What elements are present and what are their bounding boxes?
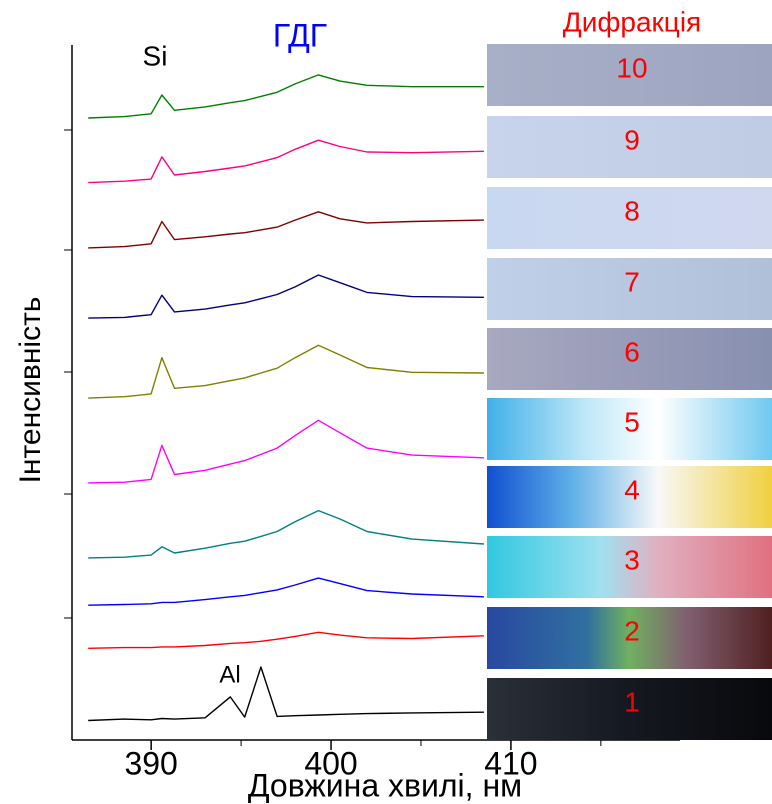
x-axis-label: Довжина хвилі, нм bbox=[248, 767, 522, 803]
spectrum-line bbox=[88, 631, 484, 649]
panel-label: 9 bbox=[624, 124, 640, 155]
panel-title: Дифракція bbox=[563, 6, 701, 37]
panel-label: 8 bbox=[624, 195, 640, 226]
panel-label: 4 bbox=[624, 474, 640, 505]
diffraction-image bbox=[487, 44, 772, 106]
diffraction-image bbox=[487, 536, 772, 598]
spectrum-line bbox=[88, 509, 484, 559]
panel-label: 3 bbox=[624, 544, 640, 575]
x-tick-label: 390 bbox=[124, 745, 177, 781]
spectrum-line bbox=[88, 577, 484, 606]
spectrum-line bbox=[88, 344, 484, 399]
x-tick-label: 410 bbox=[484, 745, 537, 781]
diffraction-image bbox=[487, 398, 772, 460]
panel-label: 10 bbox=[616, 52, 647, 83]
spectrum-line bbox=[88, 419, 484, 484]
panel-label: 2 bbox=[624, 615, 640, 646]
diffraction-image bbox=[487, 678, 772, 740]
panel-label: 1 bbox=[624, 686, 640, 717]
diffraction-image bbox=[487, 258, 772, 320]
annotation: Si bbox=[143, 40, 168, 71]
diffraction-image bbox=[487, 328, 772, 390]
diffraction-image bbox=[487, 607, 772, 669]
spectrum-line bbox=[88, 139, 484, 184]
spectrum-line bbox=[88, 666, 484, 722]
spectrum-line bbox=[88, 274, 484, 319]
diffraction-image bbox=[487, 466, 772, 528]
x-tick-label: 400 bbox=[304, 745, 357, 781]
diffraction-image bbox=[487, 187, 772, 249]
diffraction-image bbox=[487, 116, 772, 178]
y-axis-label: Інтенсивність bbox=[14, 297, 47, 484]
spectrum-line bbox=[88, 211, 484, 249]
panel-label: 5 bbox=[624, 406, 640, 437]
annotation: Al bbox=[219, 661, 240, 688]
spectrum-line bbox=[88, 74, 484, 119]
panel-label: 6 bbox=[624, 336, 640, 367]
panel-label: 7 bbox=[624, 266, 640, 297]
annotation: ГДГ bbox=[273, 17, 327, 53]
